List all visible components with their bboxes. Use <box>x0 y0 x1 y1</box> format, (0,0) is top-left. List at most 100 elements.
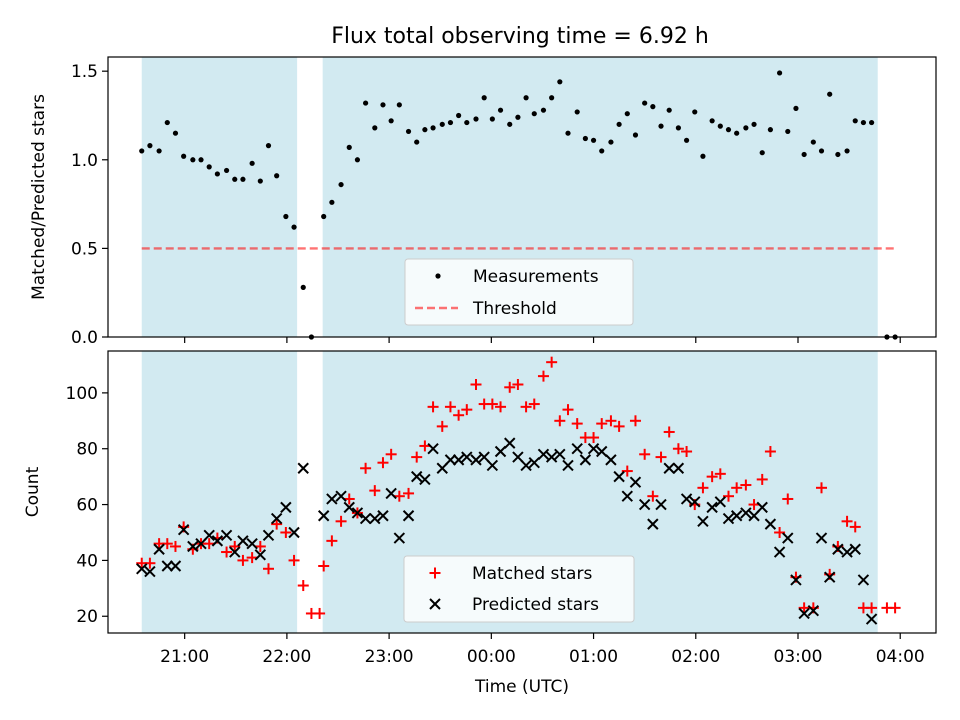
matched-star-point <box>714 468 726 480</box>
measurement-point <box>709 118 715 124</box>
measurement-point <box>810 139 816 145</box>
matched-star-point <box>436 420 448 432</box>
predicted-star-point <box>621 490 633 502</box>
predicted-star-point <box>452 454 465 466</box>
measurement-point <box>380 102 386 108</box>
matched-star-point <box>314 607 326 619</box>
matched-star-point <box>444 401 456 413</box>
measurement-point <box>257 178 263 184</box>
predicted-star-point <box>790 574 802 586</box>
measurement-point <box>464 119 470 126</box>
count-panel-frame <box>107 350 937 634</box>
measurement-point <box>497 107 504 113</box>
predicted-star-point <box>798 607 810 620</box>
predicted-star-point <box>427 443 439 455</box>
ratio-panel: 0.0 0.5 1.0 1.5 Matched/Predicted stars Mea… <box>29 56 937 348</box>
predicted-star-point <box>402 510 415 522</box>
predicted-star-point <box>288 526 300 539</box>
measurement-point <box>743 125 749 131</box>
predicted-star-point <box>663 462 675 474</box>
matched-star-point <box>655 451 667 463</box>
measurement-point <box>818 148 825 154</box>
predicted-star-point <box>280 501 292 514</box>
legend-predicted-label: Predicted stars <box>472 595 599 615</box>
matched-star-point <box>774 526 786 538</box>
predicted-star-point <box>359 512 372 525</box>
predicted-star-point <box>444 454 457 466</box>
matched-star-point <box>681 446 693 458</box>
predicted-star-point <box>849 543 861 555</box>
predicted-star-point <box>815 532 828 544</box>
matched-star-point <box>237 554 249 566</box>
predicted-star-point <box>136 563 148 575</box>
measurement-point <box>172 130 179 136</box>
predicted-star-point <box>187 540 199 553</box>
matched-star-point <box>816 482 828 494</box>
legend-threshold-label: Threshold <box>472 299 557 319</box>
matched-star-point <box>453 409 465 421</box>
ratio-y-tick-label: 0.0 <box>71 328 98 348</box>
measurement-point <box>785 128 791 135</box>
predicted-star-point <box>545 451 558 463</box>
predicted-star-point <box>764 518 777 530</box>
ratio-panel-frame <box>107 56 937 338</box>
predicted-star-point <box>297 462 309 474</box>
matched-star-point <box>740 479 752 491</box>
predicted-star-point <box>343 501 355 514</box>
matched-star-point <box>520 401 532 413</box>
measurement-point <box>447 119 454 126</box>
predicted-star-point <box>237 535 249 547</box>
measurement-point <box>190 157 196 163</box>
measurement-point <box>523 95 529 101</box>
measurement-point <box>372 125 378 131</box>
count-x-ticks: 21:00 22:00 23:00 00:00 01:00 02:00 03:00 04:00 <box>160 633 925 667</box>
measurement-point <box>692 109 698 115</box>
predicted-star-point <box>203 529 215 541</box>
matched-star-point <box>318 560 330 572</box>
predicted-star-point <box>562 459 574 472</box>
measurement-point <box>666 107 672 113</box>
matched-star-point <box>335 515 347 527</box>
matched-star-point <box>403 487 415 499</box>
count-y-tick-label: 80 <box>76 440 98 460</box>
legend-plus-marker <box>429 567 441 579</box>
x-tick-label: 00:00 <box>467 647 516 667</box>
count-y-ticks: 20 40 60 80 100 <box>66 384 108 627</box>
measurement-point <box>164 119 170 126</box>
chart-title: Flux total observing time = 6.92 h <box>331 24 709 49</box>
x-tick-label: 02:00 <box>671 647 720 667</box>
matched-stars-series <box>136 356 901 619</box>
ratio-measurements <box>139 70 898 340</box>
matched-star-point <box>411 451 423 463</box>
predicted-star-point <box>587 443 600 455</box>
measurement-point <box>489 116 495 122</box>
predicted-star-point <box>706 501 718 514</box>
measurement-point <box>632 132 639 138</box>
measurement-point <box>354 157 361 163</box>
measurement-point <box>405 128 412 135</box>
matched-star-point <box>748 499 760 511</box>
matched-star-point <box>706 471 718 483</box>
measurement-point <box>650 104 656 110</box>
predicted-star-point <box>504 437 516 449</box>
matched-star-point <box>639 448 651 460</box>
matched-star-point <box>360 462 372 474</box>
x-tick-label: 21:00 <box>160 647 209 667</box>
predicted-star-point <box>494 445 507 458</box>
predicted-star-point <box>419 473 431 486</box>
measurement-point <box>321 213 327 220</box>
measurement-point <box>616 121 622 127</box>
measurement-point <box>214 171 220 177</box>
matched-star-point <box>369 485 381 497</box>
predicted-star-point <box>605 454 617 466</box>
predicted-star-point <box>254 549 267 561</box>
measurement-point <box>734 130 740 136</box>
count-legend-box <box>403 555 635 623</box>
predicted-star-point <box>832 543 844 555</box>
ratio-y-tick-label: 0.5 <box>71 239 98 259</box>
matched-star-point <box>554 415 566 427</box>
matched-star-point <box>849 521 861 533</box>
predicted-star-point <box>270 512 283 525</box>
matched-star-point <box>229 540 241 552</box>
